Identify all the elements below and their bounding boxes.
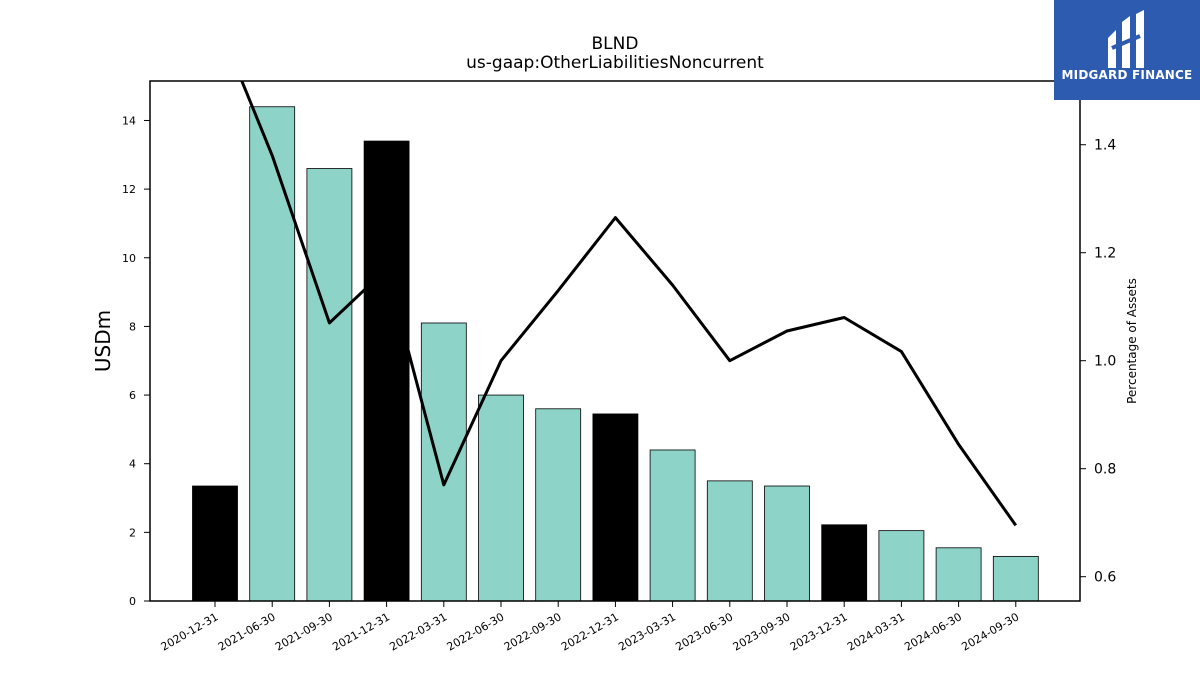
bar xyxy=(306,168,353,602)
bar xyxy=(764,485,810,602)
y2-tick-label: 1.4 xyxy=(1094,138,1116,154)
bar xyxy=(192,485,238,602)
y2-tick-label: 1.2 xyxy=(1094,246,1116,262)
bar xyxy=(535,408,582,602)
bar xyxy=(363,140,410,602)
bar xyxy=(478,394,524,602)
x-tick-label: 2024-06-30 xyxy=(902,610,964,653)
x-tick-label: 2021-12-31 xyxy=(330,610,392,653)
bar xyxy=(821,524,868,602)
chart-title: BLND xyxy=(592,34,639,54)
y2-tick-label: 0.8 xyxy=(1094,462,1116,478)
x-tick-label: 2021-09-30 xyxy=(273,610,335,653)
y-tick-label: 8 xyxy=(129,320,136,333)
midgard-logo-icon xyxy=(1108,10,1144,68)
x-tick-label: 2022-12-31 xyxy=(559,610,621,653)
x-tick-label: 2023-09-30 xyxy=(731,610,793,653)
bar xyxy=(878,530,925,602)
y-axis-label: USDm xyxy=(91,310,115,372)
bar xyxy=(706,480,753,602)
x-tick-label: 2024-03-31 xyxy=(845,610,907,653)
y2-tick-label: 0.6 xyxy=(1094,570,1116,586)
y-tick-label: 6 xyxy=(129,389,136,402)
x-tick-label: 2023-03-31 xyxy=(616,610,678,653)
bar xyxy=(992,555,1039,602)
bar xyxy=(420,322,467,602)
chart-subtitle: us-gaap:OtherLiabilitiesNoncurrent xyxy=(466,53,764,73)
y-tick-label: 14 xyxy=(122,114,136,127)
y-tick-label: 0 xyxy=(129,595,136,608)
y2-tick-label: 1.0 xyxy=(1094,354,1116,370)
x-tick-label: 2022-03-31 xyxy=(387,610,449,653)
y-tick-label: 2 xyxy=(129,526,136,539)
y-tick-label: 4 xyxy=(129,458,136,471)
brand-logo: MIDGARD FINANCE xyxy=(1054,0,1200,100)
y-tick-label: 12 xyxy=(122,183,136,196)
series-line xyxy=(240,81,1018,527)
x-tick-label: 2023-12-31 xyxy=(788,610,850,653)
x-tick-label: 2021-06-30 xyxy=(216,610,278,653)
x-tick-label: 2020-12-31 xyxy=(159,610,221,653)
x-tick-label: 2024-09-30 xyxy=(959,610,1021,653)
bar xyxy=(935,547,982,602)
bar xyxy=(649,449,696,602)
bar xyxy=(592,413,639,602)
brand-name: MIDGARD FINANCE xyxy=(1061,68,1193,82)
y-tick-label: 10 xyxy=(122,252,136,265)
bar xyxy=(249,106,296,602)
x-tick-label: 2022-09-30 xyxy=(502,610,564,653)
y2-axis-label: Percentage of Assets xyxy=(1125,278,1139,404)
x-tick-label: 2023-06-30 xyxy=(673,610,735,653)
x-tick-label: 2022-06-30 xyxy=(445,610,507,653)
